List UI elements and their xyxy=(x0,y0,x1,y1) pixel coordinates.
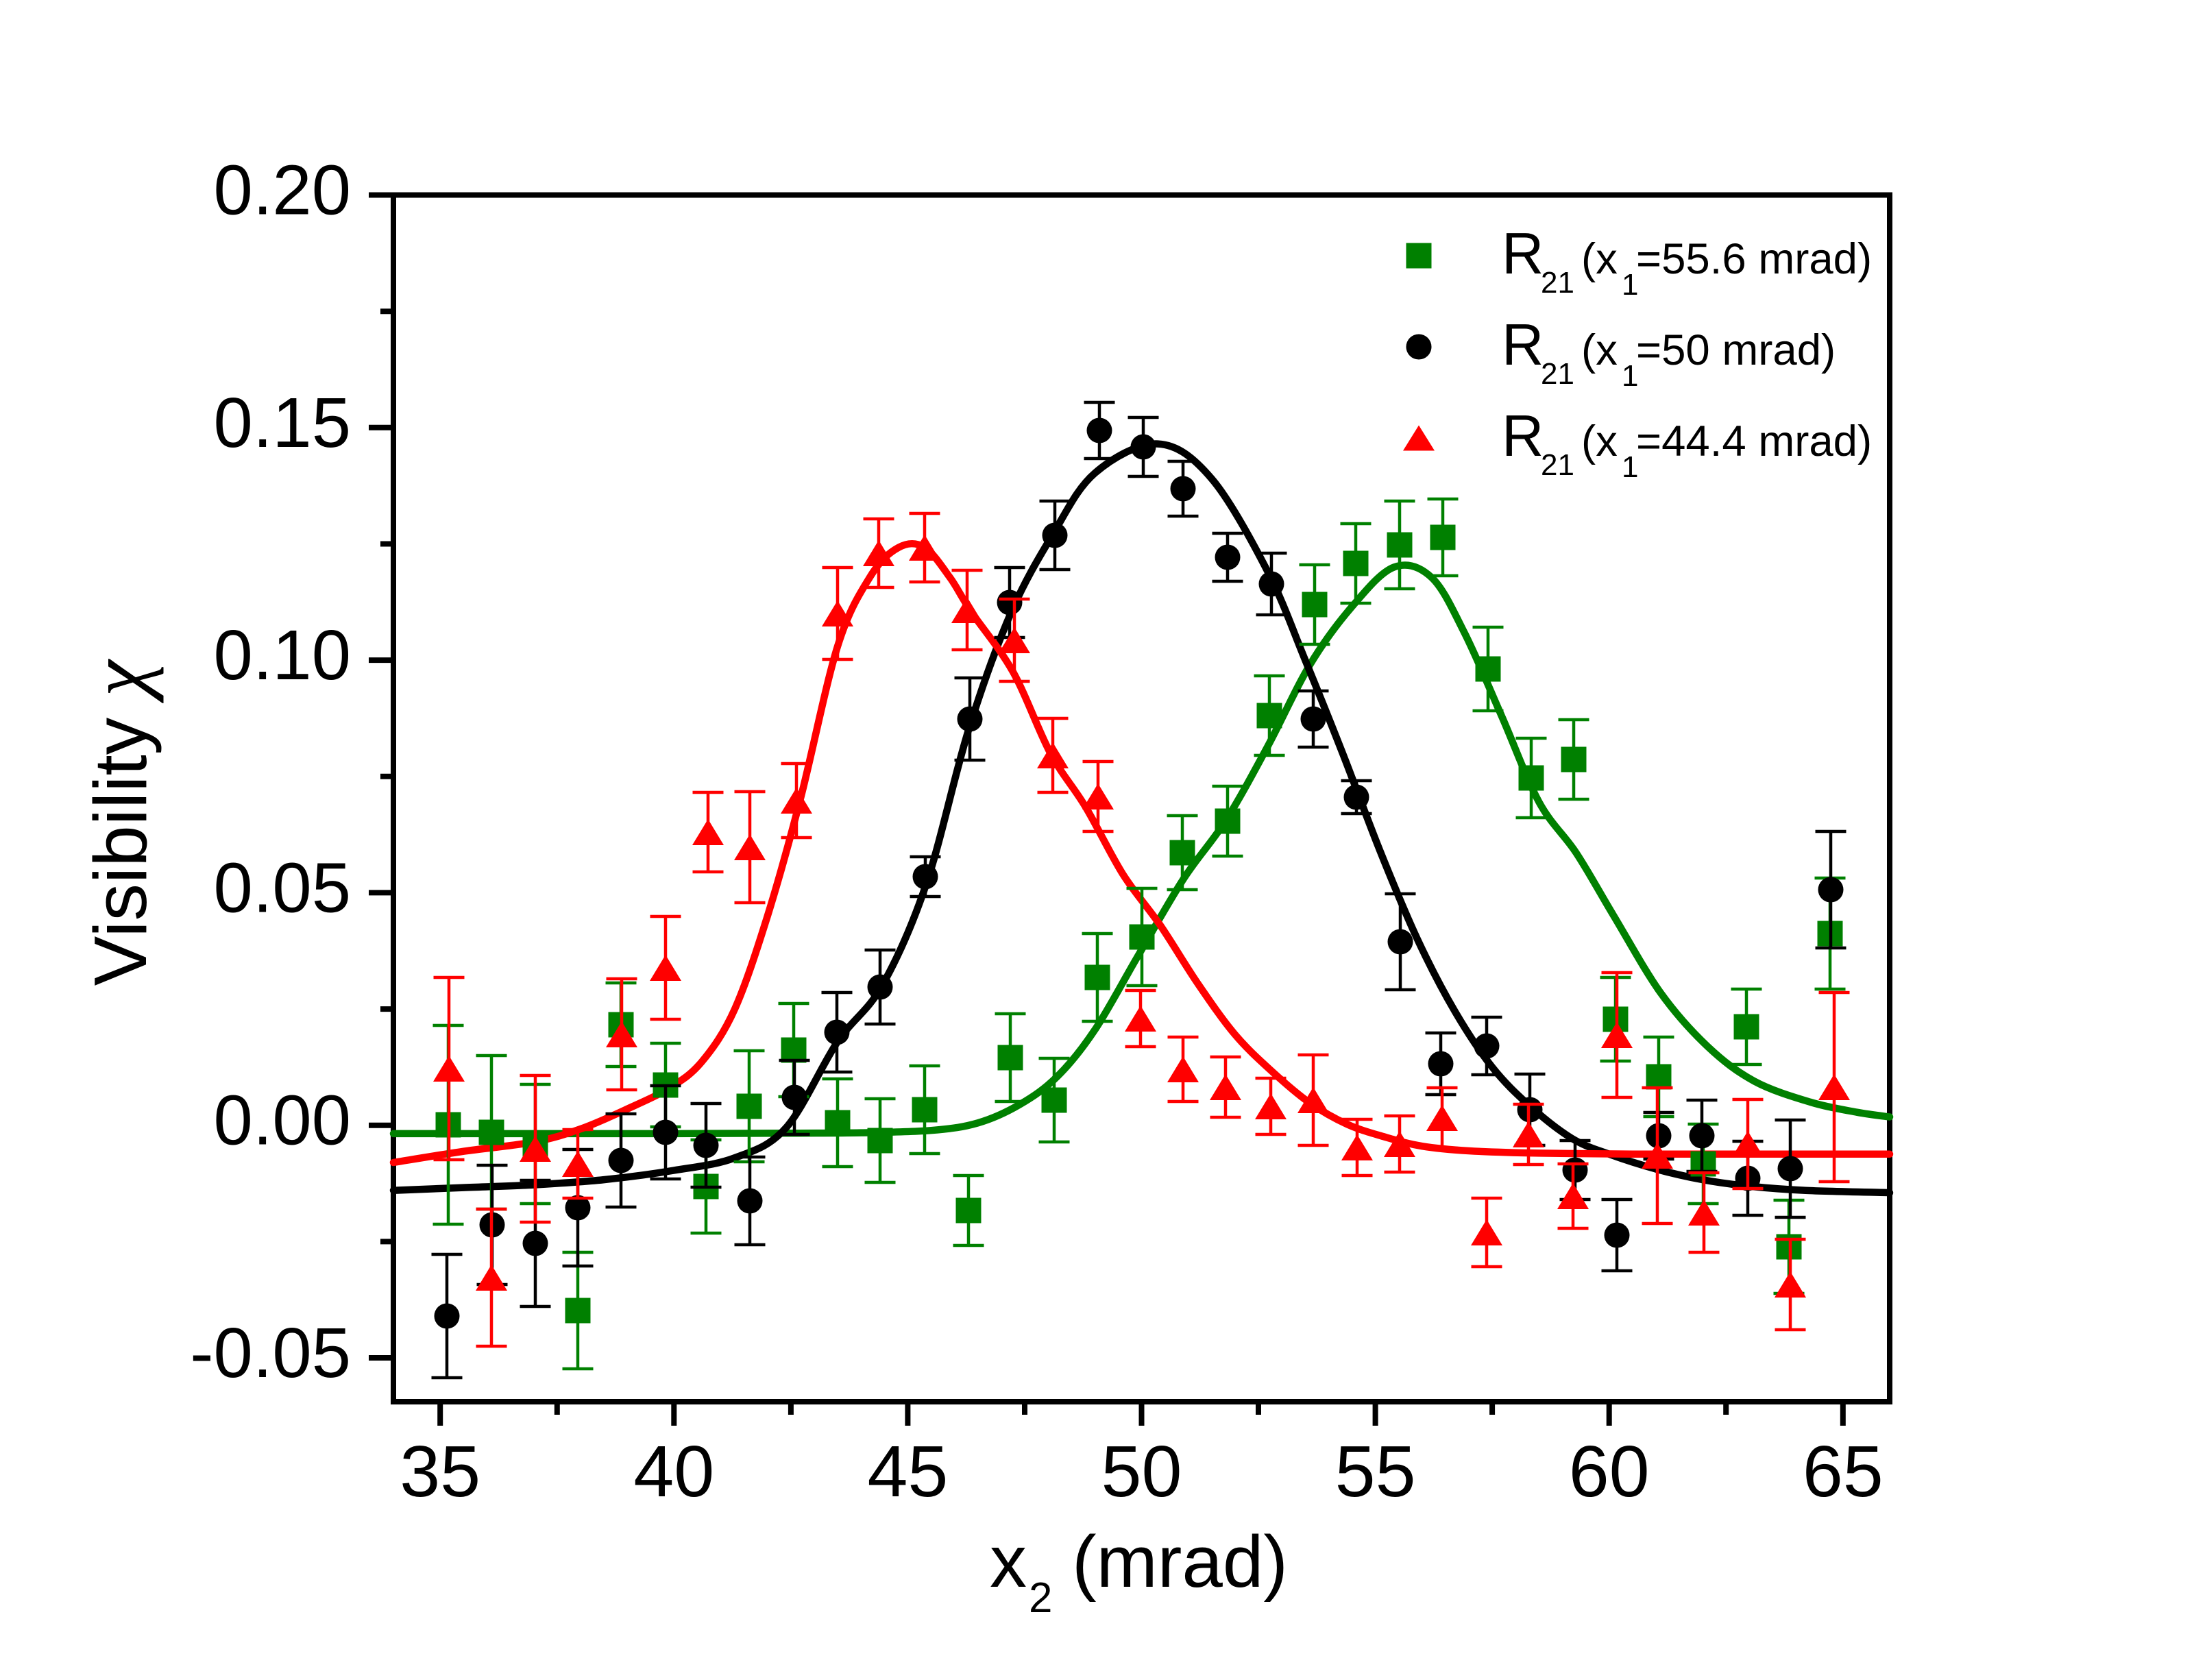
svg-text:45: 45 xyxy=(867,1431,948,1512)
svg-text:x: x xyxy=(990,1520,1027,1603)
svg-text:65: 65 xyxy=(1803,1431,1884,1512)
svg-text:=50 mrad): =50 mrad) xyxy=(1636,326,1836,374)
svg-text:21: 21 xyxy=(1541,357,1574,391)
svg-text:(x: (x xyxy=(1581,417,1618,465)
svg-text:2: 2 xyxy=(1029,1574,1052,1622)
svg-text:(mrad): (mrad) xyxy=(1072,1520,1288,1603)
svg-text:50: 50 xyxy=(1101,1431,1182,1512)
svg-text:-0.05: -0.05 xyxy=(190,1313,351,1392)
svg-text:0.20: 0.20 xyxy=(214,151,351,230)
svg-text:=44.4 mrad): =44.4 mrad) xyxy=(1636,417,1872,465)
svg-text:(x: (x xyxy=(1581,326,1618,374)
svg-text:1: 1 xyxy=(1622,268,1638,302)
svg-text:R: R xyxy=(1502,221,1544,287)
svg-text:21: 21 xyxy=(1541,266,1574,300)
svg-text:=55.6 mrad): =55.6 mrad) xyxy=(1636,235,1872,283)
svg-text:55: 55 xyxy=(1335,1431,1416,1512)
svg-text:40: 40 xyxy=(633,1431,714,1512)
svg-text:35: 35 xyxy=(400,1431,480,1512)
svg-text:R: R xyxy=(1502,404,1544,469)
svg-text:21: 21 xyxy=(1541,448,1574,482)
svg-text:0.15: 0.15 xyxy=(214,383,351,462)
svg-text:0.10: 0.10 xyxy=(214,616,351,694)
svg-text:(x: (x xyxy=(1581,235,1618,283)
svg-text:0.05: 0.05 xyxy=(214,848,351,927)
svg-text:Visibility χ: Visibility χ xyxy=(73,658,164,986)
svg-text:1: 1 xyxy=(1622,359,1638,393)
svg-text:0.00: 0.00 xyxy=(214,1081,351,1160)
svg-text:R: R xyxy=(1502,313,1544,378)
svg-text:1: 1 xyxy=(1622,450,1638,484)
svg-text:60: 60 xyxy=(1569,1431,1650,1512)
